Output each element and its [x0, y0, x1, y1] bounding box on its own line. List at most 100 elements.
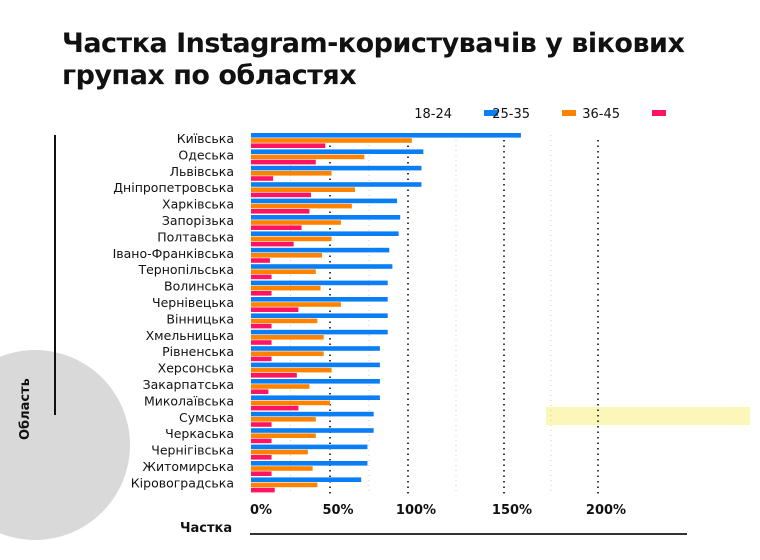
- bar-25-35: [251, 253, 323, 258]
- bar-18-24: [251, 395, 380, 400]
- bar-25-35: [251, 269, 316, 274]
- bar-36-45: [251, 159, 316, 165]
- bar-36-45: [251, 323, 272, 329]
- category-label: Закарпатська: [143, 377, 234, 392]
- category-label: Рівненська: [162, 344, 234, 359]
- bar-36-45: [251, 192, 312, 198]
- bar-36-45: [251, 471, 272, 476]
- category-label: Харківська: [162, 197, 234, 212]
- bar-18-24: [251, 297, 388, 302]
- bar-25-35: [251, 400, 330, 406]
- x-tick-label: 0%: [250, 503, 272, 518]
- bar-25-35: [251, 433, 316, 438]
- bar-25-35: [251, 318, 318, 324]
- bar-36-45: [251, 209, 310, 214]
- bar-25-35: [251, 417, 316, 422]
- bar-25-35: [251, 335, 324, 340]
- chart-title: Частка Instagram-користувачів у вікових …: [62, 28, 685, 91]
- bar-36-45: [251, 455, 272, 460]
- bar-36-45: [251, 356, 272, 362]
- category-label: Волинська: [164, 279, 234, 294]
- bar-25-35: [251, 220, 341, 225]
- bar-18-24: [251, 280, 388, 286]
- x-axis-line: [250, 533, 687, 535]
- highlight-band: [546, 407, 750, 425]
- bar-25-35: [251, 187, 355, 192]
- bar-18-24: [251, 444, 368, 450]
- category-label: Івано-Франківська: [113, 246, 234, 261]
- bar-18-24: [251, 133, 521, 138]
- bar-18-24: [251, 215, 401, 220]
- category-label: Черкаська: [165, 426, 234, 441]
- bar-36-45: [251, 274, 272, 280]
- category-label: Київська: [177, 131, 234, 146]
- bar-25-35: [251, 171, 332, 176]
- legend-label: 36-45: [582, 107, 620, 122]
- x-tick-label: 100%: [396, 503, 436, 518]
- bar-25-35: [251, 466, 313, 471]
- bar-18-24: [251, 264, 393, 269]
- category-label: Чернігівська: [151, 443, 234, 458]
- bar-25-35: [251, 285, 321, 291]
- bar-18-24: [251, 329, 388, 335]
- bar-18-24: [251, 313, 388, 318]
- x-tick-label: 200%: [586, 503, 626, 518]
- y-axis-line: [54, 135, 56, 415]
- category-label: Одеська: [178, 147, 234, 162]
- bar-36-45: [251, 438, 272, 444]
- bar-25-35: [251, 482, 318, 488]
- category-label: Львівська: [170, 164, 234, 179]
- category-label: Запорізька: [162, 213, 234, 228]
- x-tick-label: 50%: [322, 503, 353, 518]
- bar-18-24: [251, 149, 424, 154]
- bar-36-45: [251, 405, 299, 411]
- bar-18-24: [251, 477, 362, 482]
- bar-36-45: [251, 258, 270, 263]
- bar-18-24: [251, 231, 399, 236]
- category-label: Сумська: [179, 410, 234, 425]
- legend-label: 18-24: [414, 107, 452, 122]
- bar-18-24: [251, 198, 398, 204]
- bar-25-35: [251, 302, 341, 307]
- bar-25-35: [251, 138, 412, 143]
- bar-18-24: [251, 428, 374, 433]
- bar-18-24: [251, 411, 374, 417]
- bar-18-24: [251, 182, 422, 187]
- category-label: Дніпропетровська: [113, 180, 234, 195]
- legend-label: 25-35: [492, 107, 530, 122]
- legend-swatch: [484, 110, 498, 116]
- category-label: Хмельницька: [146, 328, 234, 343]
- category-label: Тернопільська: [137, 262, 234, 277]
- legend-swatch: [562, 110, 576, 116]
- bar-36-45: [251, 422, 272, 427]
- x-axis-label: Частка: [180, 521, 233, 536]
- bar-36-45: [251, 225, 302, 230]
- bar-36-45: [251, 389, 269, 394]
- category-label: Полтавська: [157, 229, 234, 244]
- bar-36-45: [251, 143, 326, 148]
- bar-25-35: [251, 449, 308, 455]
- category-label: Чернівецька: [152, 295, 234, 310]
- bar-25-35: [251, 236, 332, 242]
- bar-25-35: [251, 351, 324, 356]
- bar-36-45: [251, 340, 272, 345]
- category-label: Миколаївська: [144, 393, 234, 408]
- bar-18-24: [251, 247, 390, 253]
- x-tick-label: 150%: [492, 503, 532, 518]
- category-label: Житомирська: [143, 459, 234, 474]
- bar-25-35: [251, 154, 365, 160]
- bar-25-35: [251, 203, 352, 209]
- bar-36-45: [251, 307, 299, 312]
- category-label: Вінницька: [166, 311, 234, 326]
- bar-18-24: [251, 346, 380, 351]
- bar-18-24: [251, 379, 380, 384]
- bar-18-24: [251, 362, 380, 368]
- bar-36-45: [251, 487, 275, 493]
- category-label: Кіровоградська: [131, 475, 234, 490]
- bar-25-35: [251, 367, 332, 373]
- category-label: Херсонська: [158, 361, 234, 376]
- bar-18-24: [251, 461, 368, 466]
- bar-36-45: [251, 176, 274, 181]
